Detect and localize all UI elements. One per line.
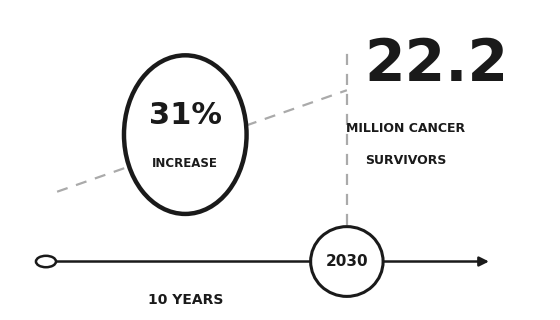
Text: INCREASE: INCREASE xyxy=(152,157,218,170)
Text: 22.2: 22.2 xyxy=(364,36,508,93)
Text: 10 YEARS: 10 YEARS xyxy=(148,292,223,307)
Text: SURVIVORS: SURVIVORS xyxy=(365,154,446,166)
Text: 31%: 31% xyxy=(149,101,222,130)
Ellipse shape xyxy=(124,55,246,214)
Ellipse shape xyxy=(311,227,383,296)
Circle shape xyxy=(36,256,56,267)
Text: MILLION CANCER: MILLION CANCER xyxy=(346,122,465,135)
Text: 2030: 2030 xyxy=(325,254,368,269)
